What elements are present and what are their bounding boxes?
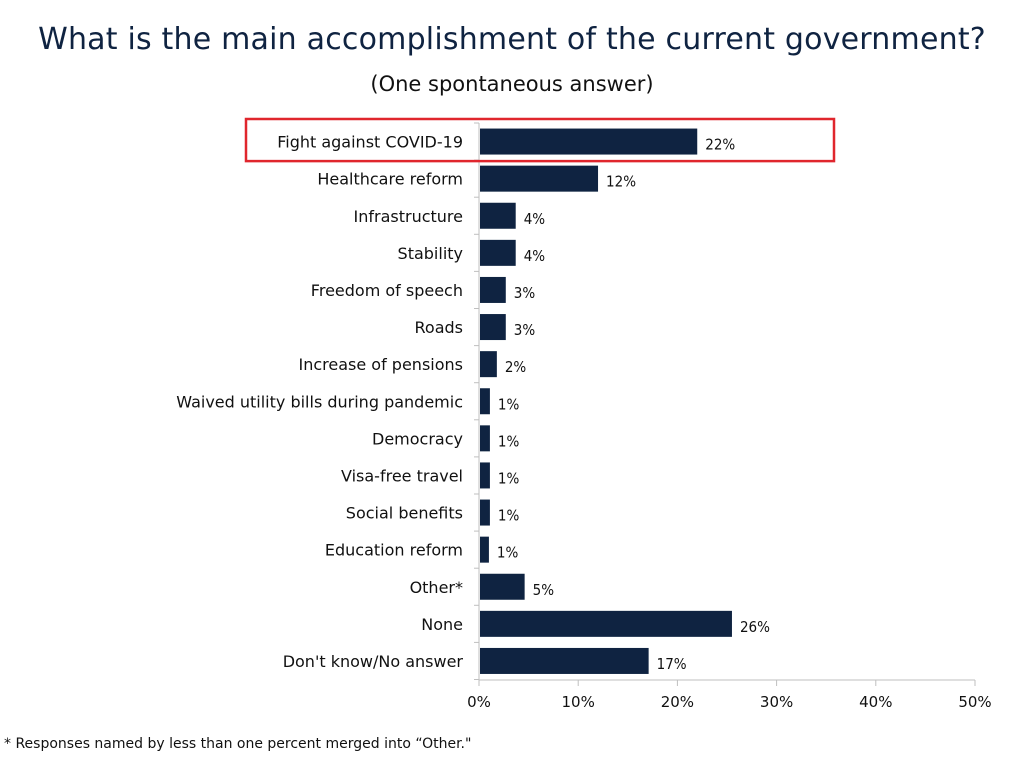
bar (480, 388, 490, 415)
data-label: 4% (524, 210, 546, 228)
data-label: 5% (533, 581, 555, 599)
bar (480, 128, 698, 155)
x-tick-label: 40% (859, 693, 892, 711)
category-label: Don't know/No answer (283, 652, 464, 671)
category-label: Roads (415, 318, 463, 337)
bar (480, 165, 599, 192)
category-label: Democracy (372, 429, 463, 448)
bar (480, 239, 516, 266)
category-label: Education reform (325, 541, 463, 560)
category-label: Freedom of speech (311, 281, 463, 300)
bar (480, 202, 516, 229)
category-label: Fight against COVID-19 (277, 133, 463, 152)
bar (480, 610, 732, 637)
chart-title: What is the main accomplishment of the c… (38, 22, 986, 57)
category-label: Healthcare reform (317, 170, 463, 189)
x-tick-label: 20% (661, 693, 694, 711)
footnote: * Responses named by less than one perce… (4, 736, 472, 752)
bar (480, 462, 490, 489)
x-tick-label: 10% (562, 693, 595, 711)
x-tick-label: 0% (467, 693, 491, 711)
category-label: Social benefits (346, 504, 463, 523)
category-label: Visa-free travel (341, 466, 463, 485)
category-label: Stability (398, 244, 463, 263)
data-label: 12% (606, 173, 636, 191)
data-label: 1% (498, 395, 520, 413)
bar (480, 536, 489, 563)
x-tick-label: 50% (958, 693, 991, 711)
data-label: 1% (498, 432, 520, 450)
data-label: 3% (514, 321, 536, 339)
category-label: Waived utility bills during pandemic (176, 392, 463, 411)
bar (480, 647, 649, 674)
data-label: 22% (705, 136, 735, 154)
category-label: Other* (410, 578, 463, 597)
data-label: 4% (524, 247, 546, 265)
bar (480, 425, 490, 452)
category-label: Increase of pensions (299, 355, 464, 374)
data-label: 3% (514, 284, 536, 302)
data-label: 26% (740, 618, 770, 636)
bar (480, 314, 506, 341)
bar (480, 499, 490, 526)
bar (480, 351, 497, 378)
data-label: 2% (505, 358, 527, 376)
data-label: 1% (497, 544, 519, 562)
bar (480, 573, 525, 600)
chart-subtitle: (One spontaneous answer) (370, 72, 654, 96)
highlight-box (244, 117, 836, 163)
x-tick-label: 30% (760, 693, 793, 711)
category-label: Infrastructure (354, 207, 463, 226)
data-label: 1% (498, 469, 520, 487)
bar (480, 276, 506, 303)
data-label: 17% (657, 655, 687, 673)
category-label: None (421, 615, 463, 634)
data-label: 1% (498, 507, 520, 525)
